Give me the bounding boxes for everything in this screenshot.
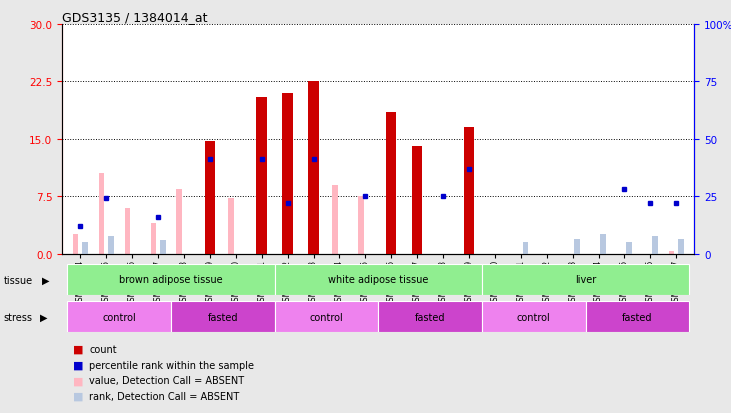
Text: rank, Detection Call = ABSENT: rank, Detection Call = ABSENT: [89, 391, 240, 401]
Bar: [73, 235, 78, 254]
Text: tissue: tissue: [4, 275, 33, 285]
Bar: [600, 235, 606, 254]
Bar: [482, 301, 586, 332]
Bar: [357, 197, 363, 254]
Text: control: control: [517, 312, 550, 322]
Bar: [652, 237, 658, 254]
Text: brown adipose tissue: brown adipose tissue: [119, 275, 223, 285]
Bar: [257, 97, 267, 254]
Bar: [171, 301, 275, 332]
Bar: [282, 94, 293, 254]
Bar: [379, 301, 482, 332]
Bar: [626, 242, 632, 254]
Text: liver: liver: [575, 275, 596, 285]
Text: ■: ■: [73, 375, 83, 385]
Text: control: control: [102, 312, 136, 322]
Text: ■: ■: [73, 344, 83, 354]
Bar: [151, 223, 156, 254]
Bar: [275, 264, 482, 295]
Bar: [575, 239, 580, 254]
Bar: [463, 128, 474, 254]
Bar: [586, 301, 689, 332]
Text: white adipose tissue: white adipose tissue: [328, 275, 428, 285]
Bar: [160, 240, 165, 254]
Text: ■: ■: [73, 360, 83, 370]
Bar: [124, 208, 130, 254]
Text: ▶: ▶: [42, 275, 50, 285]
Bar: [99, 174, 105, 254]
Text: control: control: [310, 312, 344, 322]
Text: fasted: fasted: [415, 312, 445, 322]
Text: value, Detection Call = ABSENT: value, Detection Call = ABSENT: [89, 375, 244, 385]
Bar: [308, 82, 319, 254]
Bar: [67, 264, 275, 295]
Bar: [108, 237, 114, 254]
Bar: [669, 252, 675, 254]
Bar: [678, 239, 683, 254]
Text: percentile rank within the sample: percentile rank within the sample: [89, 360, 254, 370]
Bar: [67, 301, 171, 332]
Text: fasted: fasted: [208, 312, 238, 322]
Bar: [228, 199, 234, 254]
Bar: [205, 142, 215, 254]
Bar: [386, 113, 396, 254]
Text: stress: stress: [4, 312, 33, 322]
Bar: [82, 242, 88, 254]
Text: GDS3135 / 1384014_at: GDS3135 / 1384014_at: [62, 11, 208, 24]
Text: count: count: [89, 344, 117, 354]
Bar: [523, 242, 529, 254]
Text: fasted: fasted: [622, 312, 653, 322]
Bar: [275, 301, 379, 332]
Bar: [176, 189, 182, 254]
Bar: [482, 264, 689, 295]
Text: ▶: ▶: [40, 312, 48, 322]
Text: ■: ■: [73, 391, 83, 401]
Bar: [412, 147, 423, 254]
Bar: [332, 185, 338, 254]
